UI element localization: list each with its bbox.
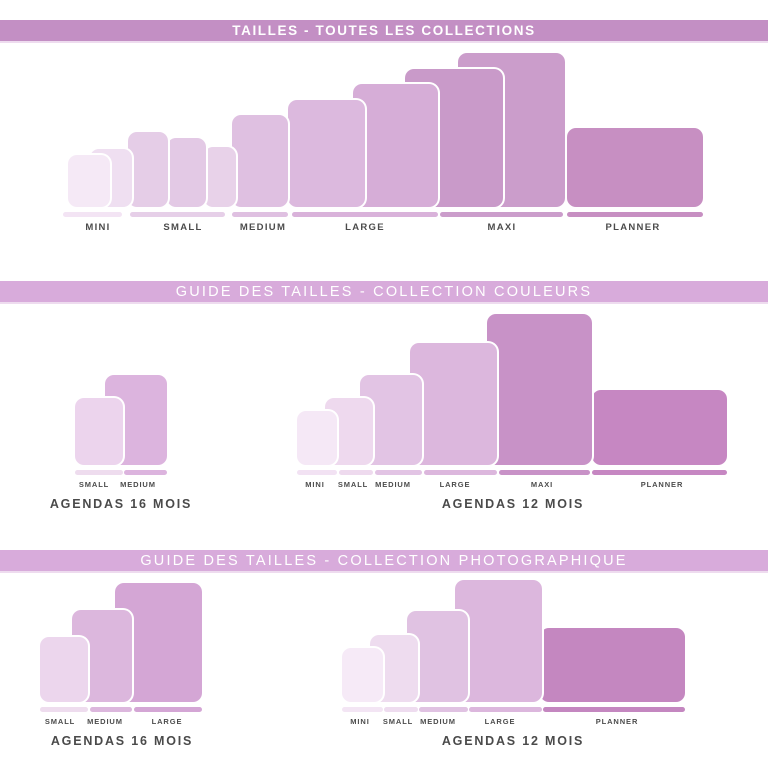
photo-16-mois-caption: AGENDAS 16 MOIS [50, 734, 194, 748]
all-collections-bar-large-2 [353, 84, 438, 207]
couleurs-12-mois-label-small: SMALL [337, 480, 369, 489]
all-collections-bar-small-2 [167, 138, 206, 207]
photo-12-mois-label-large: LARGE [484, 717, 516, 726]
couleurs-12-mois-underline-planner [592, 470, 727, 475]
all-collections-bar-small-1 [128, 132, 168, 207]
photo-16-mois-underline-large [134, 707, 202, 712]
header-collection-couleurs: GUIDE DES TAILLES - COLLECTION COULEURS [0, 281, 768, 304]
all-collections-underline-planner [567, 212, 703, 217]
photo-16-mois-underline-medium [90, 707, 132, 712]
all-collections-underline-maxi [440, 212, 563, 217]
photo-16-mois-underline-small [40, 707, 88, 712]
photo-12-mois-label-medium: MEDIUM [420, 717, 456, 726]
couleurs-12-mois-label-mini: MINI [305, 480, 325, 489]
couleurs-12-mois-label-medium: MEDIUM [375, 480, 411, 489]
all-collections-label-large: LARGE [345, 222, 385, 233]
all-collections-underline-mini [63, 212, 122, 217]
couleurs-12-mois-underline-small [339, 470, 373, 475]
all-collections-bar-medium-1 [232, 115, 288, 207]
couleurs-12-mois-underline-medium [375, 470, 422, 475]
photo-12-mois-bar-planner-1 [540, 628, 685, 702]
photo-12-mois-label-mini: MINI [350, 717, 370, 726]
couleurs-12-mois-bar-planner-1 [592, 390, 727, 465]
header-all-collections: TAILLES - TOUTES LES COLLECTIONS [0, 20, 768, 43]
photo-12-mois-label-small: SMALL [382, 717, 414, 726]
couleurs-12-mois-underline-maxi [499, 470, 590, 475]
all-collections-label-small: SMALL [163, 222, 203, 233]
couleurs-16-mois-caption: AGENDAS 16 MOIS [49, 497, 193, 511]
photo-16-mois-label-large: LARGE [151, 717, 183, 726]
photo-12-mois-underline-planner [543, 707, 685, 712]
couleurs-16-mois-bar-small-1 [75, 398, 123, 465]
couleurs-16-mois-label-medium: MEDIUM [120, 480, 156, 489]
couleurs-12-mois-underline-mini [297, 470, 337, 475]
couleurs-12-mois-label-planner: PLANNER [640, 480, 684, 489]
all-collections-bar-planner-1 [567, 128, 703, 207]
couleurs-12-mois-bar-mini-1 [297, 411, 337, 465]
couleurs-16-mois-underline-medium [124, 470, 167, 475]
photo-16-mois-label-medium: MEDIUM [87, 717, 123, 726]
photo-16-mois-label-small: SMALL [44, 717, 76, 726]
all-collections-bar-large-1 [288, 100, 365, 207]
all-collections-underline-small [130, 212, 225, 217]
all-collections-label-medium: MEDIUM [239, 222, 287, 233]
couleurs-12-mois-caption: AGENDAS 12 MOIS [441, 497, 585, 511]
all-collections-label-mini: MINI [85, 222, 111, 233]
header-collection-photographique: GUIDE DES TAILLES - COLLECTION PHOTOGRAP… [0, 550, 768, 573]
photo-12-mois-underline-small [384, 707, 418, 712]
all-collections-underline-medium [232, 212, 288, 217]
all-collections-label-maxi: MAXI [487, 222, 517, 233]
couleurs-12-mois-underline-large [424, 470, 497, 475]
couleurs-12-mois-label-maxi: MAXI [530, 480, 554, 489]
photo-12-mois-bar-mini-1 [342, 648, 383, 702]
couleurs-12-mois-bar-maxi-1 [487, 314, 592, 465]
photo-12-mois-caption: AGENDAS 12 MOIS [441, 734, 585, 748]
photo-16-mois-bar-small-1 [40, 637, 88, 702]
couleurs-12-mois-label-large: LARGE [439, 480, 471, 489]
photo-12-mois-underline-medium [419, 707, 468, 712]
couleurs-12-mois-bar-large-1 [410, 343, 497, 465]
photo-12-mois-label-planner: PLANNER [595, 717, 639, 726]
all-collections-bar-mini-1 [68, 155, 110, 207]
photo-12-mois-underline-mini [342, 707, 383, 712]
photo-12-mois-underline-large [469, 707, 542, 712]
couleurs-16-mois-underline-small [75, 470, 123, 475]
all-collections-bar-small-3 [204, 147, 236, 207]
all-collections-underline-large [292, 212, 438, 217]
couleurs-16-mois-label-small: SMALL [78, 480, 110, 489]
photo-12-mois-bar-large-1 [455, 580, 542, 702]
all-collections-label-planner: PLANNER [605, 222, 661, 233]
